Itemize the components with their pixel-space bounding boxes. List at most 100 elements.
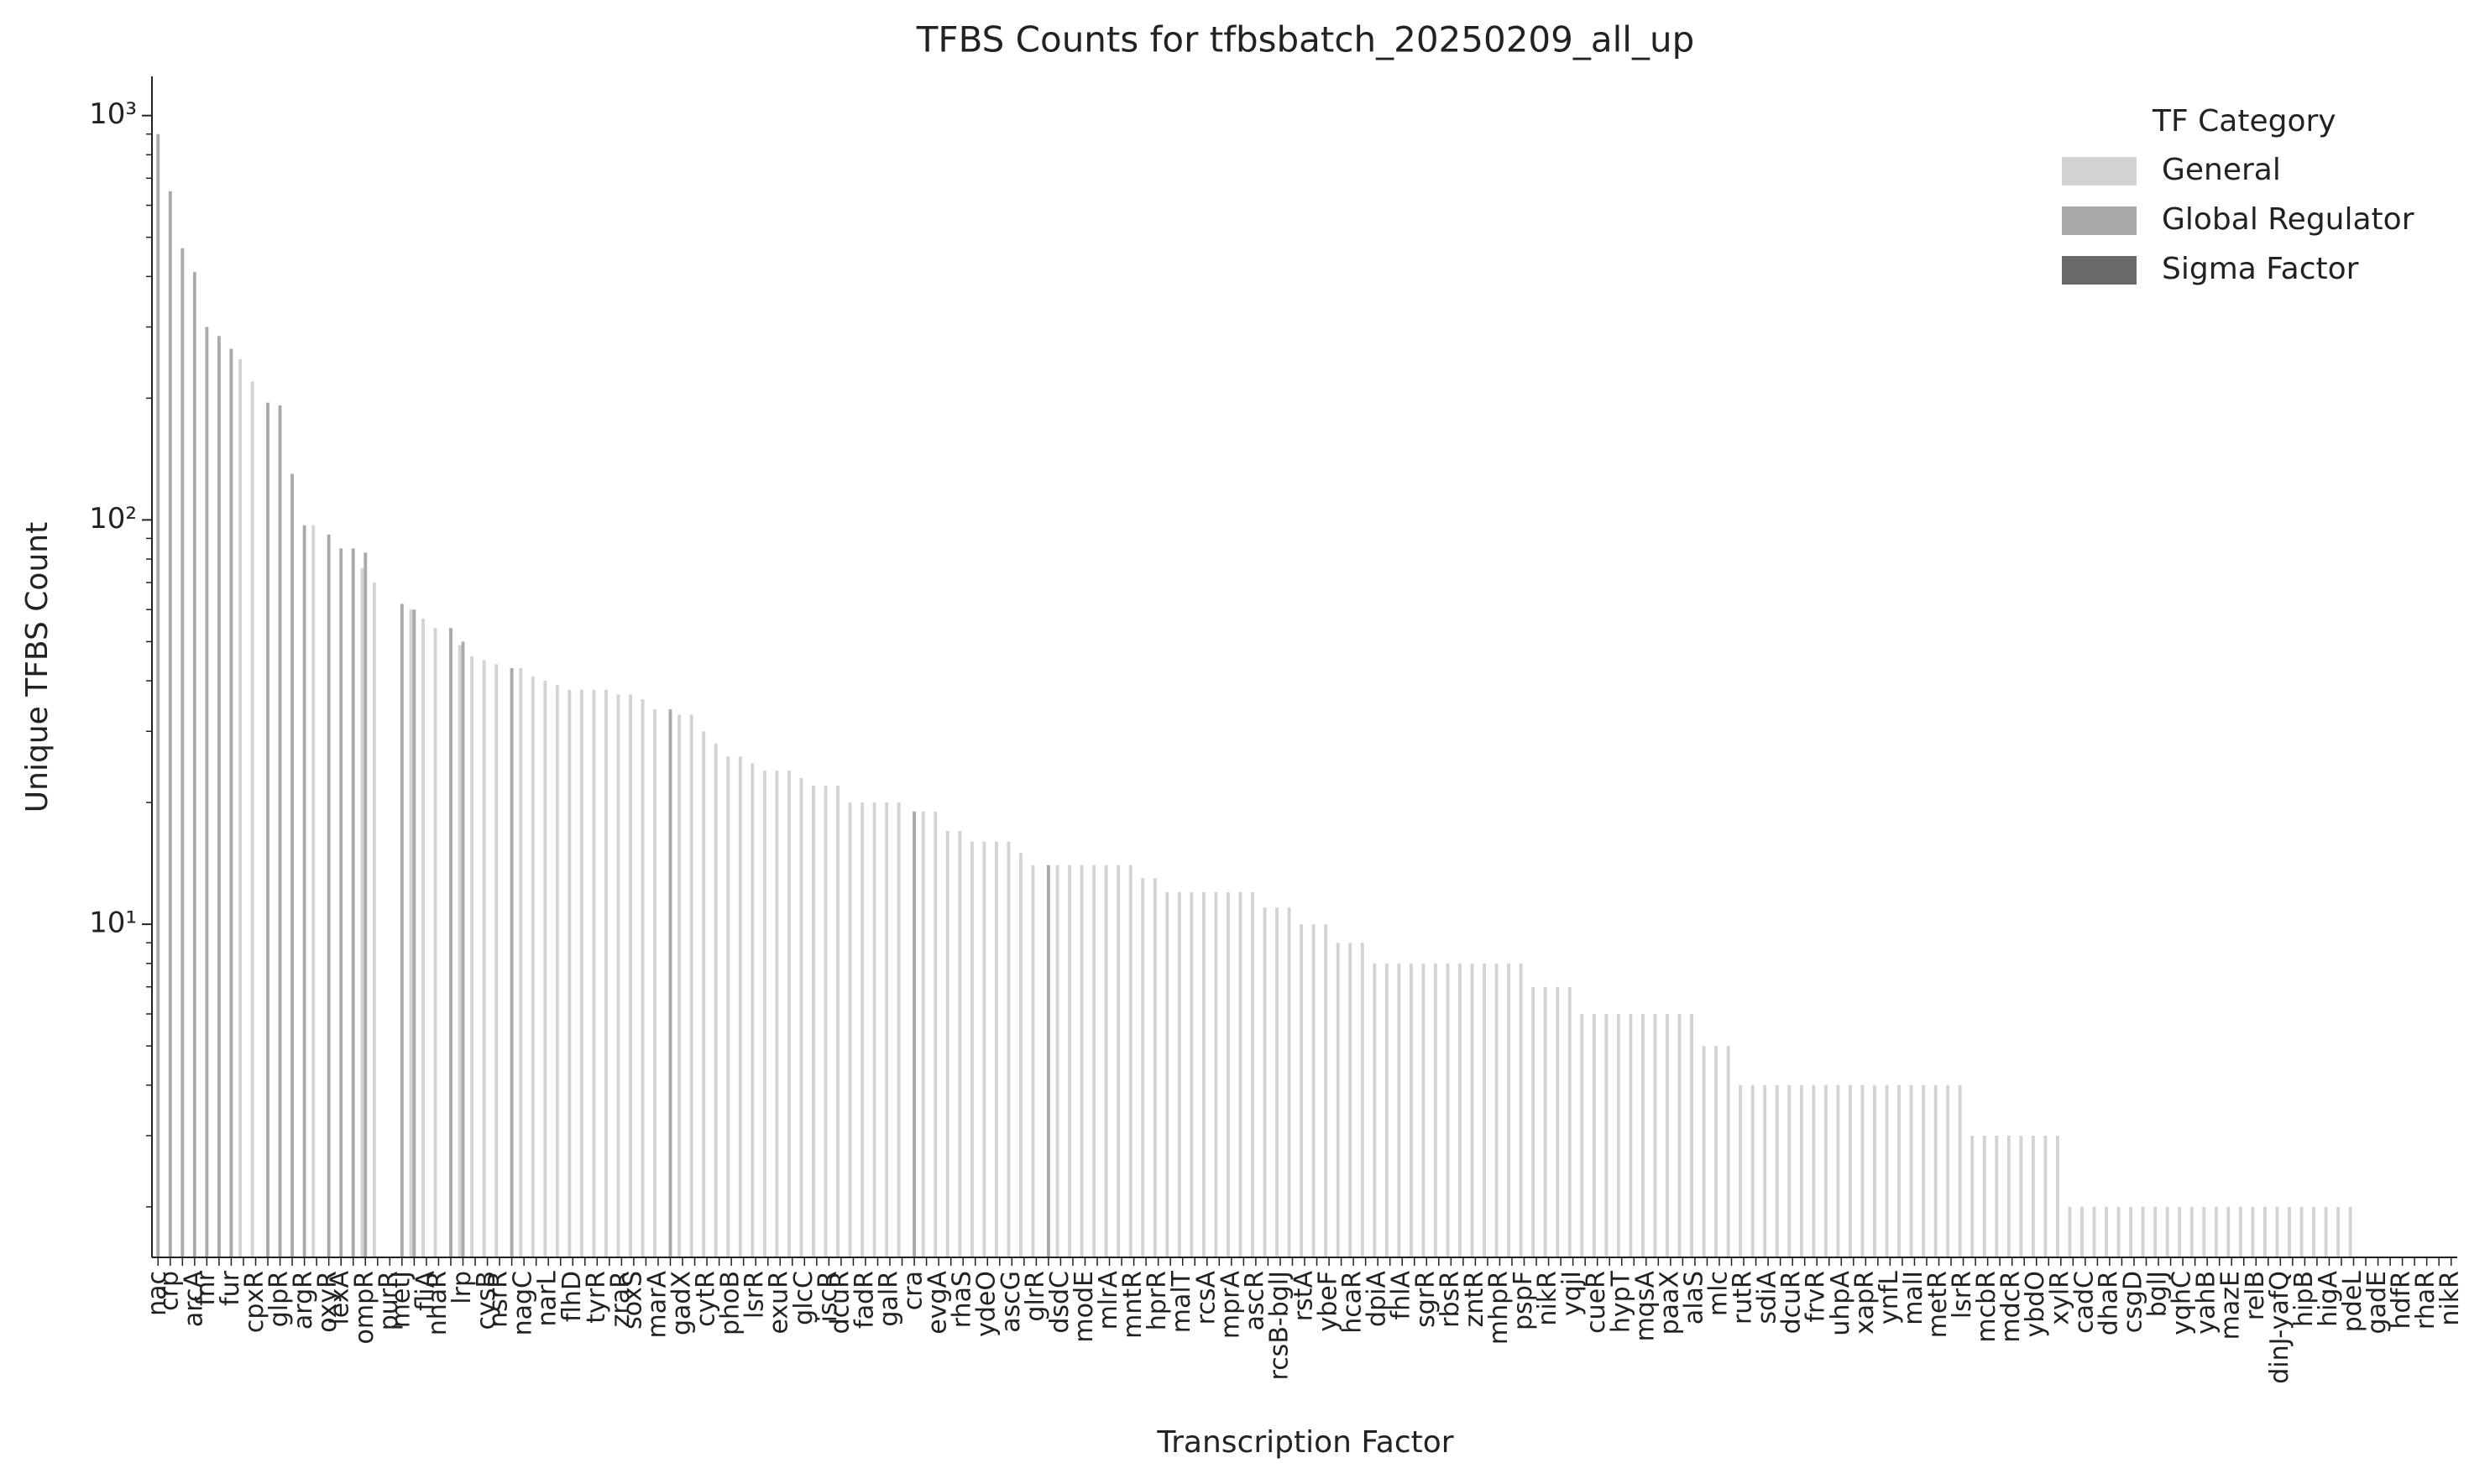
bar [1287,907,1291,1257]
x-tick-label: gadX [667,1271,697,1335]
bar [1922,1084,1926,1257]
x-tick-label: ybdO [2021,1271,2050,1337]
bar [250,381,254,1258]
bar [677,714,682,1257]
bar [1470,963,1474,1257]
bar [592,689,596,1257]
bar [2275,1206,2279,1257]
bar [2141,1206,2145,1257]
bar [510,667,514,1257]
bar [156,133,160,1257]
bar [1507,963,1511,1257]
bar [339,548,343,1257]
x-tick-label: fliA [411,1271,440,1311]
bar [958,831,962,1257]
bar [1360,943,1364,1257]
bar [1031,865,1035,1257]
bar [555,685,559,1257]
x-tick-label: narL [533,1271,562,1327]
bar [2055,1135,2059,1257]
bar [482,660,486,1257]
x-tick-label: relB [2241,1271,2270,1320]
x-tick-label: uhpA [1826,1271,1855,1336]
bar [1958,1084,1962,1257]
x-tick-label: soxS [618,1271,647,1330]
bar [787,770,791,1257]
bar [1446,963,1450,1257]
bar [1799,1084,1803,1257]
bar [629,694,632,1257]
bar [1153,878,1157,1257]
bar [1007,841,1011,1257]
x-tick-label: frvR [1802,1271,1831,1323]
x-tick-label: rcsA [1191,1271,1221,1325]
x-axis-label: Transcription Factor [1156,1425,1453,1460]
x-tick-label: ascR [1240,1271,1269,1330]
x-tick-label: nikR [1533,1271,1562,1326]
bar [1702,1046,1706,1257]
x-tick-label: lrp [447,1271,477,1304]
bar [2251,1206,2255,1257]
x-tick-label: nhaR [423,1271,452,1335]
bar [1019,853,1023,1257]
x-tick-label: gadE [2362,1271,2392,1334]
x-tick-label: mlrA [1094,1271,1123,1330]
bar [1775,1084,1779,1257]
bar [2043,1135,2048,1257]
x-tick-label: mlc [1703,1271,1733,1316]
bar [1092,865,1096,1257]
bar [1397,963,1401,1257]
bar [266,402,269,1258]
legend-label: General [2162,153,2281,187]
x-tick-label: hypT [1606,1270,1635,1333]
x-tick-label: flhD [557,1271,587,1322]
bar [2214,1206,2218,1257]
bar [470,656,474,1257]
bar [1201,891,1206,1257]
bar [714,743,718,1257]
bar [2116,1206,2121,1257]
bar [2153,1206,2158,1257]
x-tick-label: mazE [2216,1271,2246,1340]
bar [1311,924,1316,1257]
bar [311,525,316,1257]
x-tick-label: crp [154,1271,184,1311]
x-tick-label: mprA [1216,1271,1245,1340]
x-tick-label: rstA [1289,1271,1319,1322]
bar [400,604,404,1257]
x-tick-label: purR [374,1271,404,1330]
bar [1982,1135,1986,1257]
bar [1300,924,1304,1257]
bar [1666,1013,1669,1257]
bar [982,841,986,1257]
x-tick-label: glrR [1021,1271,1050,1322]
legend-swatch [2062,157,2137,186]
bar [1324,924,1328,1257]
x-tick-label: cueR [1582,1271,1611,1334]
bar [994,841,998,1257]
bar [913,811,917,1257]
bar [2324,1206,2328,1257]
x-tick-label: iscR [813,1271,843,1322]
bar [616,694,620,1257]
bar [1592,1013,1596,1257]
bar [519,667,523,1257]
bar [2178,1206,2182,1257]
bar [689,714,693,1257]
bar [1848,1084,1852,1257]
chart-title: TFBS Counts for tfbsbatch_20250209_all_u… [916,19,1694,60]
x-tick-label: metR [1923,1271,1953,1338]
bar [568,689,572,1257]
bar [1641,1013,1645,1257]
x-tick-label: cpxR [240,1271,269,1333]
bar [1104,865,1108,1257]
x-tick-label: rhaR [2411,1271,2440,1330]
bar [1763,1084,1767,1257]
bar [531,676,535,1257]
bar [1251,891,1254,1257]
bar [1787,1084,1792,1257]
bar [1933,1084,1938,1257]
x-tick-label: dhaR [2094,1271,2123,1335]
bar [360,567,364,1257]
